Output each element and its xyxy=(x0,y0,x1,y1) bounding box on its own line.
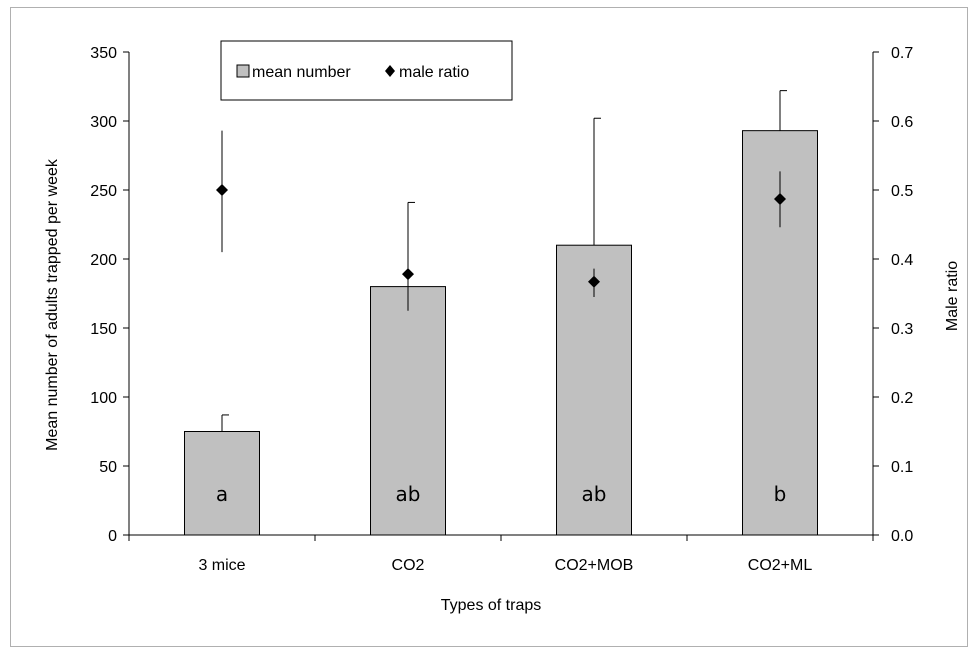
y-tick-label: 300 xyxy=(90,114,117,131)
y-tick-label: 200 xyxy=(90,252,117,269)
bar xyxy=(370,286,446,536)
legend: mean number male ratio xyxy=(220,40,513,101)
y2-tick-label: 0.4 xyxy=(891,252,913,269)
x-tick-label: CO2+ML xyxy=(748,557,813,574)
x-tick-label: 3 mice xyxy=(198,557,245,574)
x-axis-title: Types of traps xyxy=(441,597,542,614)
significance-letter: b xyxy=(774,482,787,506)
y2-tick-label: 0.5 xyxy=(891,183,913,200)
ratio-marker xyxy=(588,275,600,288)
x-tick-label: CO2 xyxy=(392,557,425,574)
legend-marker-male-ratio xyxy=(385,65,395,77)
significance-letter: ab xyxy=(582,482,607,506)
significance-letter: ab xyxy=(396,482,421,506)
legend-swatch-mean-number xyxy=(236,64,250,78)
legend-box xyxy=(220,40,513,101)
y2-tick-label: 0.2 xyxy=(891,390,913,407)
ratio-marker xyxy=(774,192,786,205)
plot-area: a ab ab b 0 50 100 150 200 250 300 350 0.0 0.1 0.2 0.3 0… xyxy=(90,45,913,574)
y2-tick-label: 0.1 xyxy=(891,459,913,476)
y-tick-label: 50 xyxy=(99,459,117,476)
chart-frame xyxy=(10,7,968,647)
legend-label-mean-number: mean number xyxy=(252,64,351,81)
legend-label-male-ratio: male ratio xyxy=(399,64,469,81)
y-tick-label: 250 xyxy=(90,183,117,200)
y2-tick-label: 0.0 xyxy=(891,528,913,545)
y2-axis-title: Male ratio xyxy=(944,261,961,331)
x-tick-label: CO2+MOB xyxy=(555,557,634,574)
ratio-marker xyxy=(216,184,228,196)
ratio-marker xyxy=(402,268,414,281)
y-tick-label: 150 xyxy=(90,321,117,338)
y-tick-label: 100 xyxy=(90,390,117,407)
y-tick-label: 0 xyxy=(108,528,117,545)
y-axis-title: Mean number of adults trapped per week xyxy=(44,158,61,451)
y2-tick-label: 0.6 xyxy=(891,114,913,131)
y2-tick-label: 0.7 xyxy=(891,45,913,62)
y2-tick-label: 0.3 xyxy=(891,321,913,338)
significance-letter: a xyxy=(216,482,228,506)
y-tick-label: 350 xyxy=(90,45,117,62)
